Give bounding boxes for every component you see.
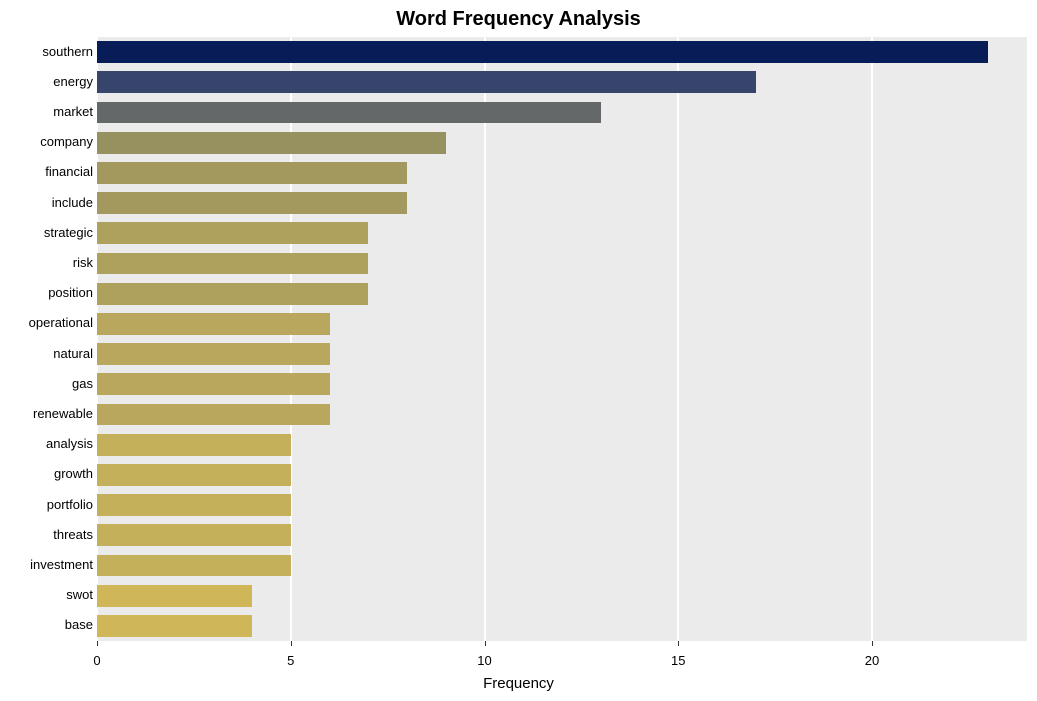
y-tick-label: gas <box>0 376 93 391</box>
bar <box>97 494 291 516</box>
x-tick <box>872 641 873 646</box>
y-tick-label: risk <box>0 255 93 270</box>
y-tick-label: swot <box>0 587 93 602</box>
bar <box>97 343 330 365</box>
grid-line <box>871 37 873 641</box>
bar <box>97 555 291 577</box>
y-tick-label: natural <box>0 346 93 361</box>
y-tick-label: base <box>0 617 93 632</box>
bar <box>97 192 407 214</box>
bar <box>97 41 988 63</box>
x-tick <box>678 641 679 646</box>
x-tick <box>485 641 486 646</box>
x-tick-label: 5 <box>287 653 294 668</box>
bar <box>97 253 368 275</box>
y-tick-label: southern <box>0 44 93 59</box>
bar <box>97 615 252 637</box>
x-tick-label: 20 <box>865 653 879 668</box>
bar <box>97 162 407 184</box>
y-tick-label: market <box>0 104 93 119</box>
bar <box>97 222 368 244</box>
y-tick-label: energy <box>0 74 93 89</box>
y-tick-label: strategic <box>0 225 93 240</box>
x-tick-label: 0 <box>93 653 100 668</box>
bar <box>97 283 368 305</box>
bar <box>97 71 756 93</box>
plot-area <box>97 37 1027 641</box>
x-tick <box>291 641 292 646</box>
bar <box>97 434 291 456</box>
y-tick-label: renewable <box>0 406 93 421</box>
bar <box>97 373 330 395</box>
x-tick <box>97 641 98 646</box>
x-tick-label: 10 <box>477 653 491 668</box>
bar <box>97 585 252 607</box>
bar <box>97 102 601 124</box>
chart-title: Word Frequency Analysis <box>0 8 1037 31</box>
bar <box>97 464 291 486</box>
bar <box>97 132 446 154</box>
bar <box>97 404 330 426</box>
x-axis-title: Frequency <box>0 675 1037 692</box>
bar <box>97 313 330 335</box>
grid-line <box>677 37 679 641</box>
grid-line <box>96 37 98 641</box>
y-tick-label: position <box>0 285 93 300</box>
x-tick-label: 15 <box>671 653 685 668</box>
grid-line <box>484 37 486 641</box>
bar <box>97 524 291 546</box>
y-tick-label: investment <box>0 557 93 572</box>
y-tick-label: growth <box>0 466 93 481</box>
y-tick-label: include <box>0 195 93 210</box>
y-tick-label: portfolio <box>0 497 93 512</box>
y-tick-label: threats <box>0 527 93 542</box>
y-tick-label: company <box>0 134 93 149</box>
y-tick-label: analysis <box>0 436 93 451</box>
chart-container: Word Frequency Analysis Frequency 0 5 10 15… <box>0 0 1037 701</box>
y-tick-label: operational <box>0 315 93 330</box>
y-tick-label: financial <box>0 164 93 179</box>
grid-line <box>290 37 292 641</box>
